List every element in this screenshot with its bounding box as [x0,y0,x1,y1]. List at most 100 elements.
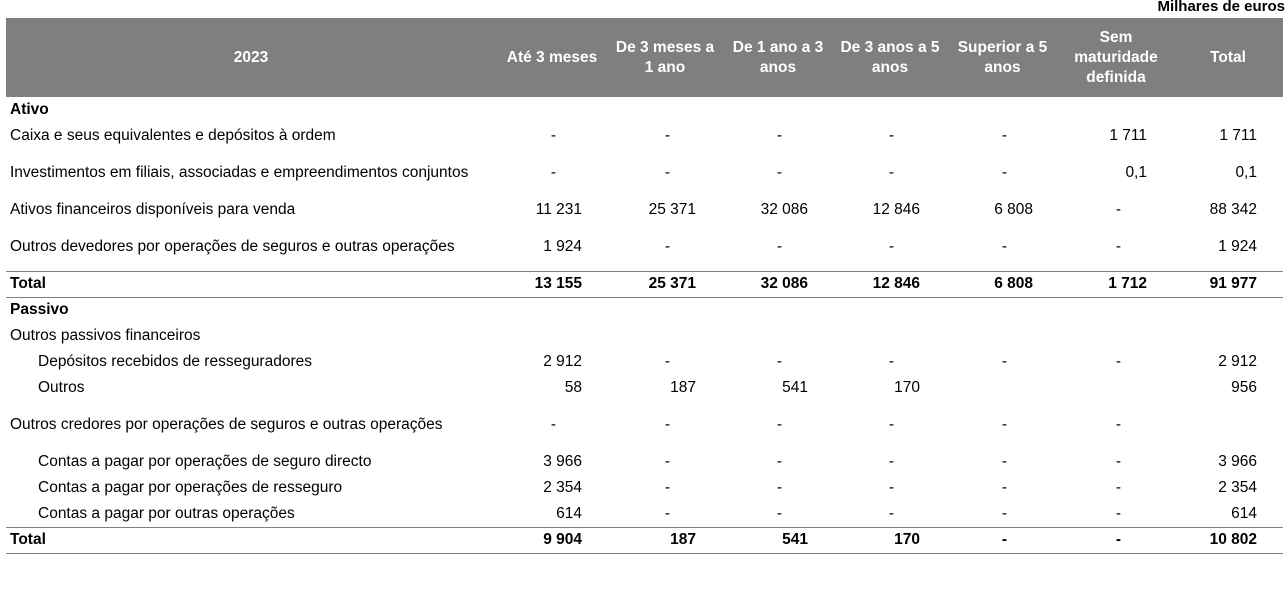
cell: - [1001,127,1007,144]
row-label: Outros [38,379,85,396]
table-row: Depósitos recebidos de resseguradores 2 … [6,349,1283,375]
cell: - [1001,416,1007,433]
cell: - [550,127,556,144]
cell: - [776,504,782,522]
cell: - [776,479,782,496]
table-row: Outros devedores por operações de seguro… [6,223,1283,271]
cell: 3 966 [1218,453,1257,470]
cell: 6 808 [946,270,1059,298]
cell [946,375,1059,401]
cell: - [1001,479,1007,496]
cell: - [1115,416,1121,433]
cell: 32 086 [722,270,834,298]
header-year: 2023 [6,18,496,97]
row-label: Investimentos em filiais, associadas e e… [10,164,469,181]
cell: - [776,164,782,181]
cell: - [888,353,894,370]
cell: 541 [722,526,834,554]
cell: - [664,504,670,522]
header-col-2: De 3 meses a 1 ano [608,18,722,97]
cell: 614 [1231,504,1257,522]
row-label: Contas a pagar por outras operações [38,504,295,522]
cell: 12 846 [872,201,920,218]
cell: 58 [564,379,582,396]
maturity-table: 2023 Até 3 meses De 3 meses a 1 ano De 1… [6,18,1283,554]
cell: - [1059,526,1173,554]
cell: - [776,237,782,255]
cell: - [1001,453,1007,470]
cell: 2 912 [543,353,582,370]
cell: 91 977 [1173,270,1283,298]
cell: 956 [1231,379,1257,396]
cell: - [664,353,670,370]
section-title: Passivo [10,301,69,319]
cell: - [776,453,782,470]
group-row: Outros credores por operações de seguros… [6,401,1283,449]
group-label: Outros credores por operações de seguros… [10,416,443,433]
cell: 6 808 [994,201,1033,218]
cell: 1 712 [1059,270,1173,298]
cell [1173,401,1283,449]
cell: - [1115,504,1121,522]
cell: - [664,479,670,496]
cell: 1 711 [1219,127,1257,144]
cell: - [1001,164,1007,181]
cell: - [550,164,556,181]
cell: 3 966 [543,453,582,470]
cell: 614 [556,504,582,522]
cell: - [946,526,1059,554]
header-col-1: Até 3 meses [496,18,608,97]
cell: - [888,453,894,470]
group-row: Outros passivos financeiros [6,323,1283,349]
cell: 10 802 [1173,526,1283,554]
cell: 88 342 [1209,201,1257,218]
cell: 170 [834,526,946,554]
cell: - [664,237,670,255]
row-label: Contas a pagar por operações de ressegur… [38,479,343,496]
cell: - [888,237,894,255]
cell: 25 371 [648,201,696,218]
cell: - [1115,479,1121,496]
cell: 2 354 [543,479,582,496]
cell: - [1115,353,1121,370]
cell: - [664,453,670,470]
cell: 0,1 [1235,164,1257,181]
row-label: Caixa e seus equivalentes e depósitos à … [10,127,336,144]
cell: - [664,164,670,181]
table-row: Ativos financeiros disponíveis para vend… [6,197,1283,223]
cell: - [888,416,894,433]
row-label: Ativos financeiros disponíveis para vend… [10,201,296,218]
row-label: Total [6,526,496,554]
cell: 170 [894,379,920,396]
row-label: Depósitos recebidos de resseguradores [38,353,312,370]
cell: - [1001,237,1007,255]
cell: - [776,127,782,144]
row-label: Total [6,270,496,298]
cell: - [776,353,782,370]
cell: 2 912 [1218,353,1257,370]
cell: - [888,479,894,496]
header-col-5: Superior a 5 anos [946,18,1059,97]
table-row: Investimentos em filiais, associadas e e… [6,149,1283,197]
table-row: Contas a pagar por outras operações 614 … [6,501,1283,527]
cell: - [1115,237,1121,255]
cell: 1 711 [1109,127,1147,144]
cell: - [888,164,894,181]
row-label: Outros devedores por operações de seguro… [10,237,455,255]
section-title: Ativo [10,101,49,118]
cell: - [550,416,556,433]
header-col-total: Total [1173,18,1283,97]
cell: - [1115,201,1121,218]
units-label: Milhares de euros [1157,0,1285,15]
row-label: Contas a pagar por operações de seguro d… [38,453,372,470]
ativo-total-row: Total 13 155 25 371 32 086 12 846 6 808 … [6,270,1283,298]
cell: 187 [608,526,722,554]
table-row: Contas a pagar por operações de ressegur… [6,475,1283,501]
section-passivo: Passivo [6,297,1283,323]
cell: 187 [670,379,696,396]
cell: - [888,504,894,522]
group-label: Outros passivos financeiros [10,327,201,344]
cell: - [1001,504,1007,522]
header-row: 2023 Até 3 meses De 3 meses a 1 ano De 1… [6,18,1283,97]
header-col-3: De 1 ano a 3 anos [722,18,834,97]
